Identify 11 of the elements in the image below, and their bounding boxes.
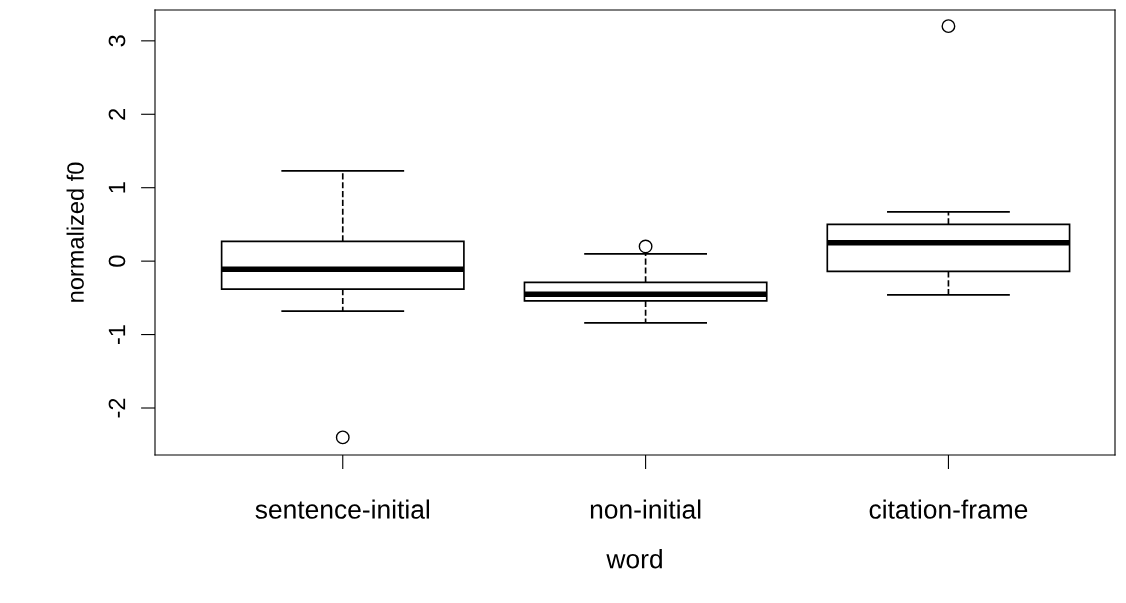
x-tick-label: citation-frame: [869, 499, 1028, 519]
y-tick-label: 0: [108, 255, 126, 267]
x-tick-label: non-initial: [590, 499, 701, 519]
y-tick-label: 2: [108, 108, 126, 120]
x-axis-title: word: [606, 549, 662, 569]
y-tick-label: -2: [108, 398, 126, 418]
y-tick-label: 3: [108, 35, 126, 47]
y-tick-label: -1: [108, 325, 126, 345]
y-axis-title: normalized f0: [66, 162, 84, 302]
y-tick-label: 1: [108, 182, 126, 193]
x-tick-label: sentence-initial: [255, 499, 430, 519]
